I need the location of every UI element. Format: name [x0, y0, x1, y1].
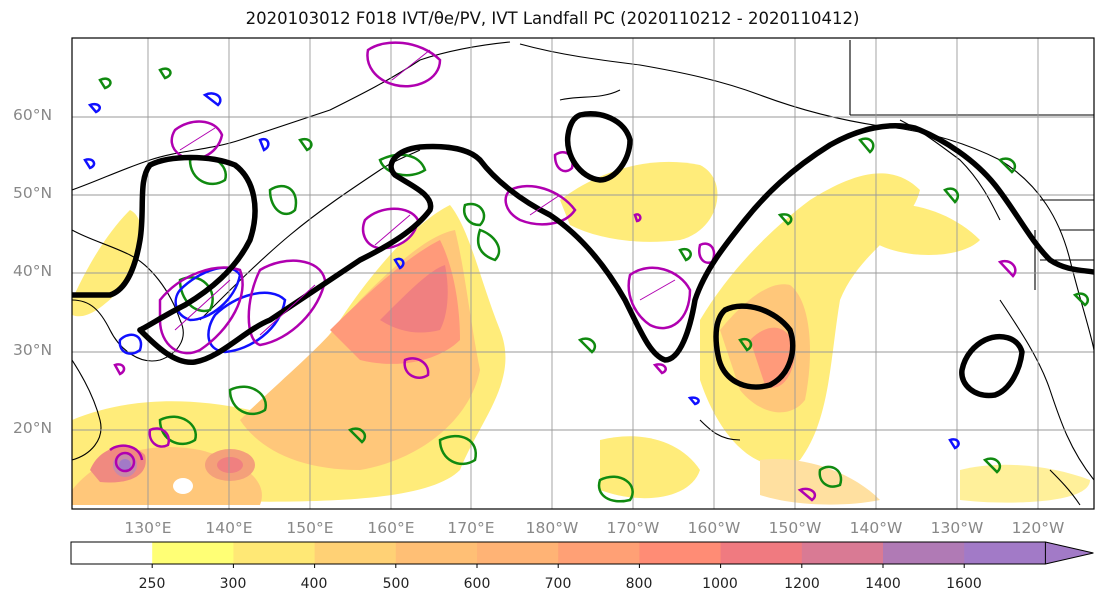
colorbar-segment: [558, 542, 640, 564]
lon-label-180w: 180°W: [525, 519, 579, 537]
map-title: 2020103012 F018 IVT/θe/PV, IVT Landfall …: [245, 9, 860, 28]
lat-label-20n: 20°N: [13, 419, 53, 437]
colorbar-extend-arrow: [1044, 541, 1094, 565]
lon-label-130e: 130°E: [124, 519, 172, 537]
lon-label-160e: 160°E: [367, 519, 415, 537]
colorbar-segment: [964, 542, 1046, 564]
colorbar-tick-label: 1200: [784, 576, 820, 592]
colorbar-segment: [639, 542, 722, 564]
magenta-contours: [109, 41, 1017, 502]
green-contours: [98, 67, 1090, 503]
colorbar-tick-label: 400: [300, 576, 328, 592]
colorbar-tick-label: 1400: [865, 576, 901, 592]
ivt-shading: [72, 161, 1090, 505]
black-pc-contours: [72, 111, 1094, 399]
colorbar-tick-label: 250: [138, 576, 166, 592]
lat-label-60n: 60°N: [13, 106, 53, 124]
colorbar-tick-label: 1000: [702, 576, 738, 592]
colorbar-tick-label: 800: [625, 576, 653, 592]
colorbar-segment: [801, 542, 884, 564]
colorbar-segment: [71, 542, 153, 564]
lat-label-50n: 50°N: [13, 184, 53, 202]
colorbar-segment: [314, 542, 397, 564]
lon-label-160w: 160°W: [687, 519, 741, 537]
colorbar-segment: [477, 542, 559, 564]
colorbar-segment: [395, 542, 478, 564]
lon-label-170e: 170°E: [447, 519, 495, 537]
lon-label-120w: 120°W: [1011, 519, 1065, 537]
colorbar-tick-label: 700: [544, 576, 572, 592]
lon-label-170w: 170°W: [606, 519, 660, 537]
ivt-colorbar: [70, 541, 1094, 568]
lon-label-140e: 140°E: [205, 519, 253, 537]
lat-label-40n: 40°N: [13, 262, 53, 280]
colorbar-tick-label: 300: [219, 576, 247, 592]
colorbar-tick-label: 600: [463, 576, 491, 592]
lon-label-150e: 150°E: [286, 519, 334, 537]
colorbar-tick-label: 500: [382, 576, 410, 592]
lon-label-130w: 130°W: [930, 519, 984, 537]
lat-label-30n: 30°N: [13, 341, 53, 359]
magenta-hatching: [174, 49, 676, 336]
colorbar-segment: [152, 542, 234, 564]
map-frame: [71, 37, 1095, 510]
colorbar-segment: [883, 542, 965, 564]
graticule: [72, 38, 1094, 509]
colorbar-tick-label: 1600: [946, 576, 982, 592]
lon-label-140w: 140°W: [849, 519, 903, 537]
lon-label-150w: 150°W: [768, 519, 822, 537]
colorbar-segment: [233, 542, 316, 564]
colorbar-segment: [720, 542, 803, 564]
